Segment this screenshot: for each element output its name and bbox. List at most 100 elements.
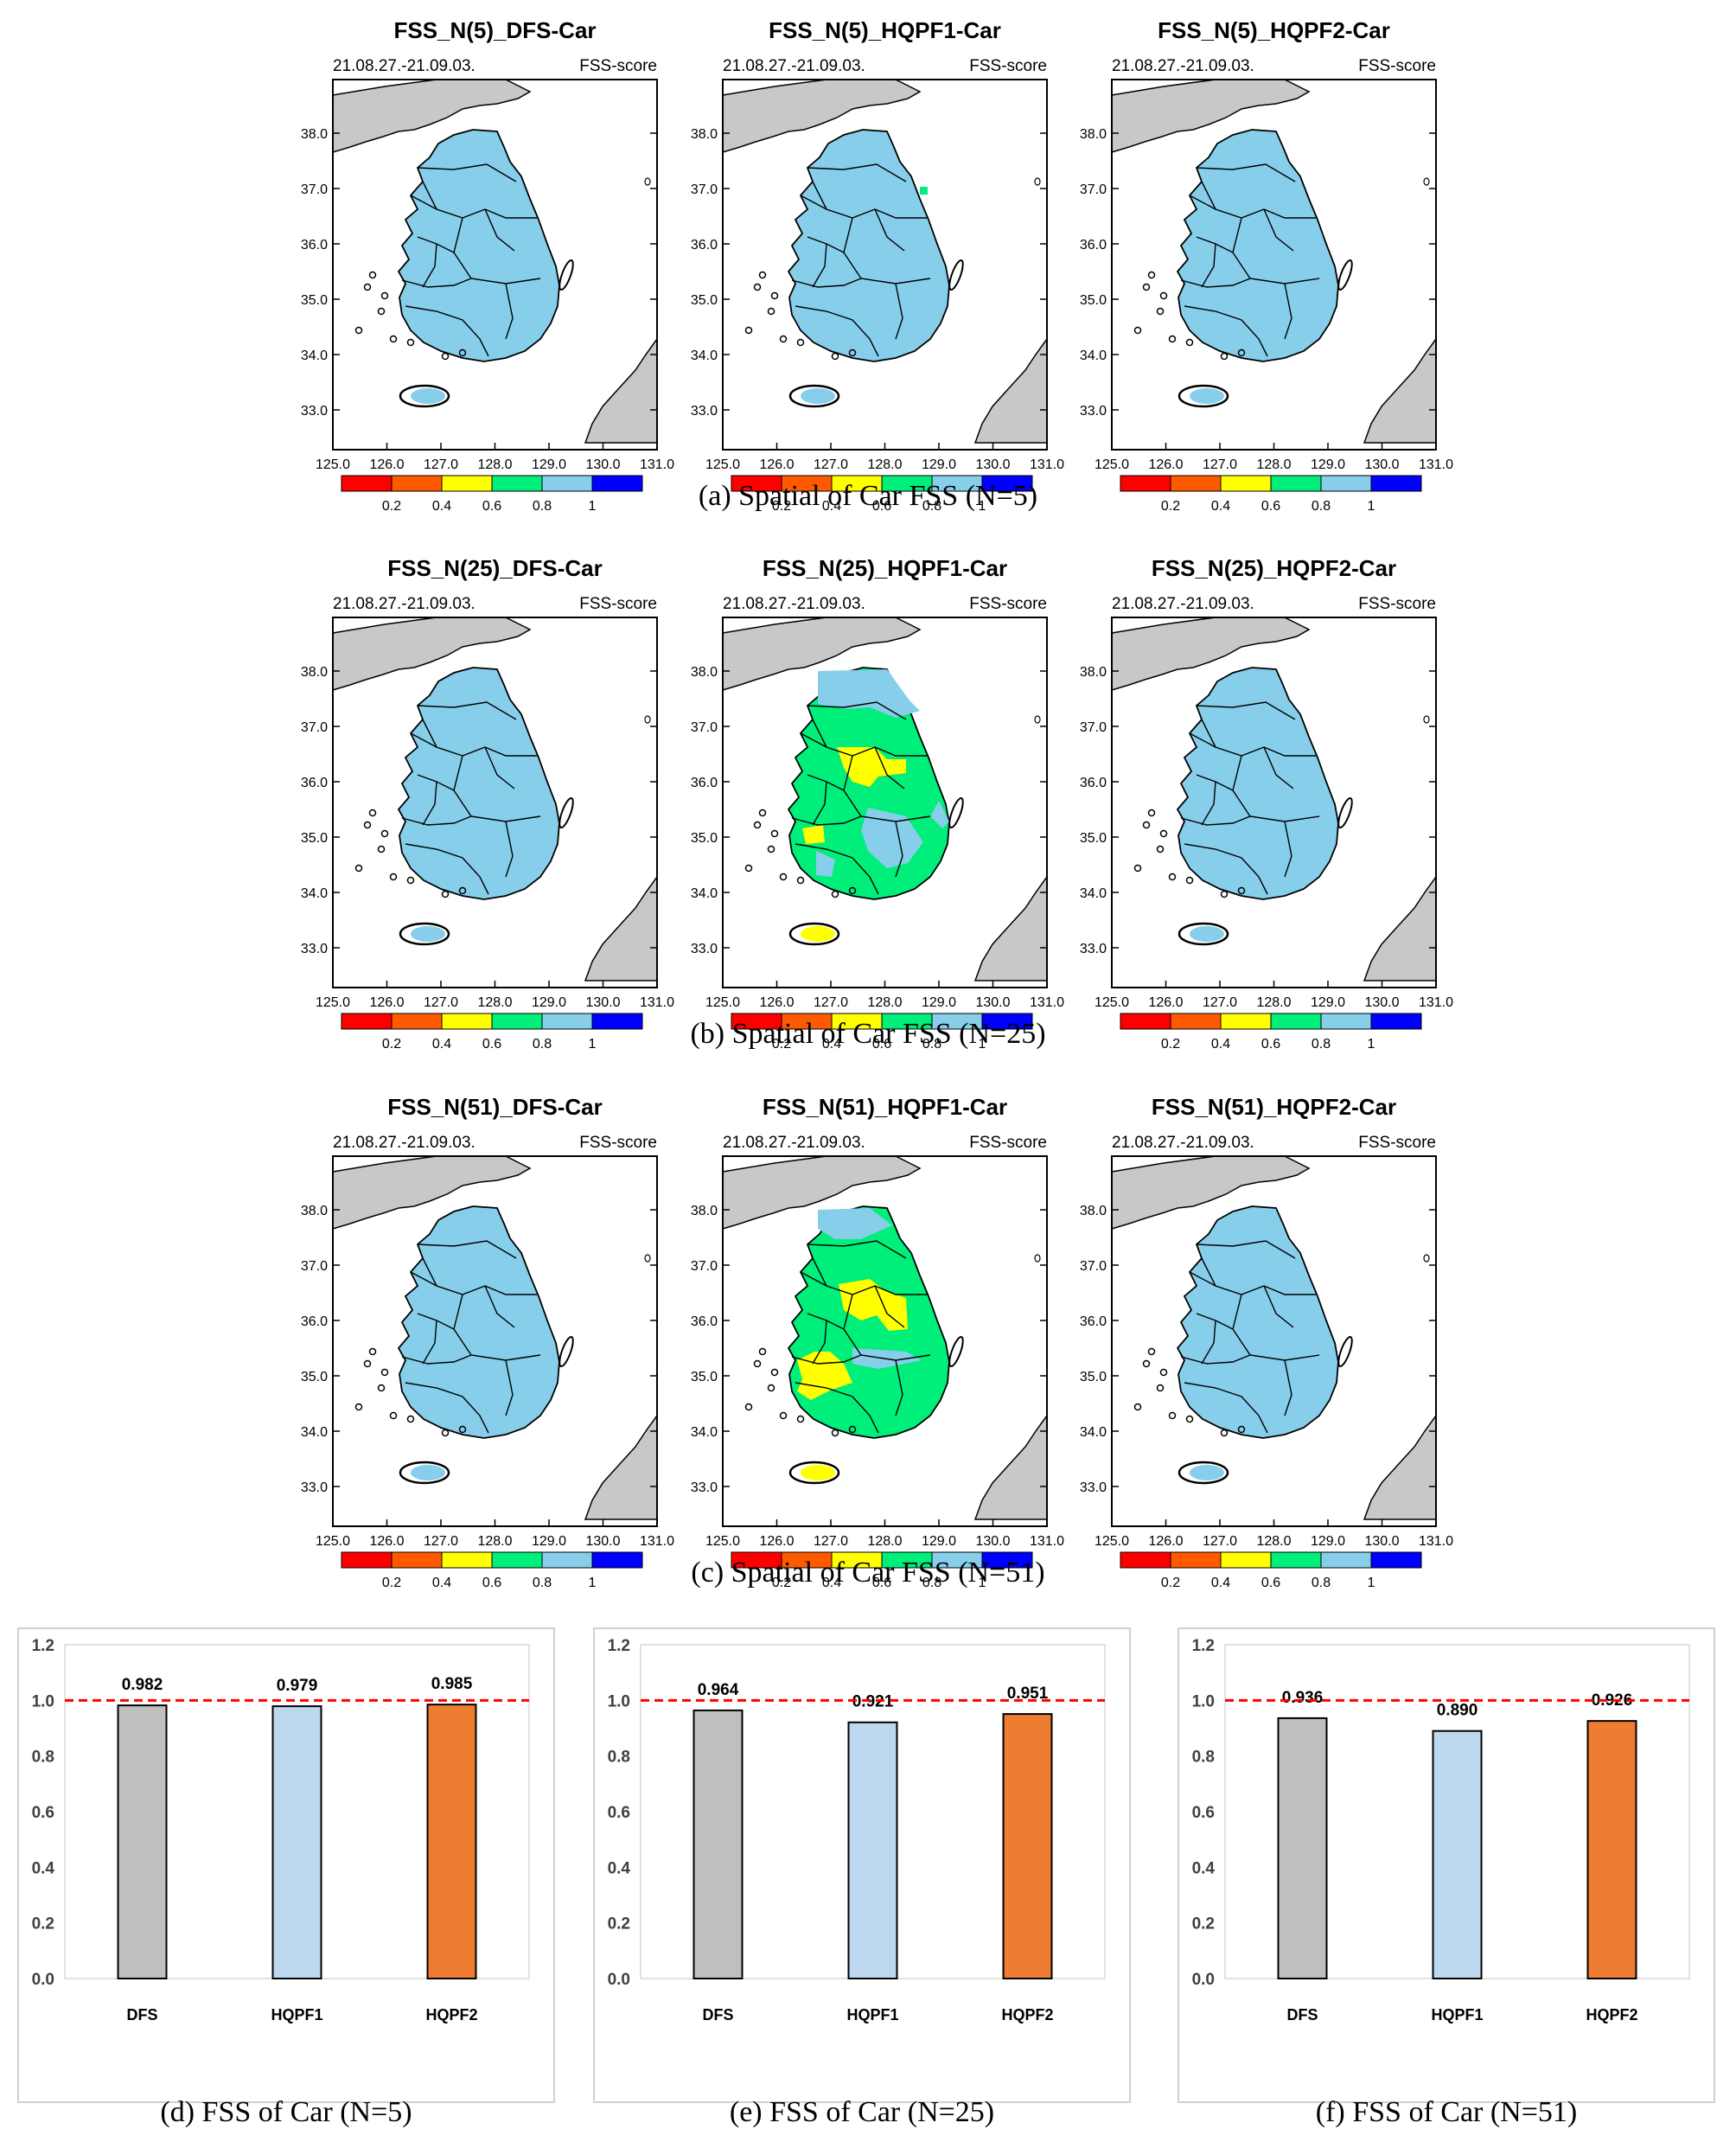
bar-dfs (117, 1704, 168, 1980)
lon-tick-label: 129.0 (532, 995, 566, 1010)
fss-patch (837, 747, 906, 787)
lon-tick-label: 131.0 (1030, 995, 1064, 1010)
map-score-label: FSS-score (1358, 595, 1436, 613)
colorbar-label: 0.8 (533, 1576, 552, 1590)
korea-fss-field (397, 667, 560, 900)
map-score-label: FSS-score (969, 57, 1047, 75)
x-category-label: DFS (127, 2006, 158, 2024)
colorbar-label: 0.2 (1161, 1576, 1180, 1590)
colorbar-label: 0.4 (432, 499, 451, 514)
map-score-label: FSS-score (579, 595, 657, 613)
colorbar-label: 0.6 (482, 1576, 501, 1590)
y-tick-label: 0.6 (608, 1804, 630, 1822)
colorbar-label: 1 (979, 1037, 986, 1052)
colorbar-label: 0.8 (1312, 1576, 1331, 1590)
lat-tick-label: 34.0 (1080, 1425, 1107, 1440)
lon-tick-label: 127.0 (814, 1534, 848, 1549)
lat-tick-label: 33.0 (691, 1480, 718, 1495)
map-area (332, 79, 658, 451)
lon-tick-label: 127.0 (424, 995, 458, 1010)
lon-tick-label: 127.0 (424, 457, 458, 472)
korea-fss-field (397, 129, 560, 362)
lon-tick-label: 128.0 (1256, 995, 1291, 1010)
bar-chart: 0.0 0.2 0.4 0.6 0.8 1.0 1.2 0.936 DFS 0.890 HQPF1 0… (1178, 1627, 1715, 2103)
colorbar-label: 0.6 (482, 499, 501, 514)
colorbar-label: 0.8 (1312, 1037, 1331, 1052)
y-tick-label: 0.2 (32, 1915, 54, 1934)
map-panel: FSS_N(25)_HQPF2-Car 21.08.27.-21.09.03. FS… (1080, 555, 1453, 1052)
map-panel: FSS_N(5)_DFS-Car 21.08.27.-21.09.03. FSS-s… (301, 17, 674, 514)
lat-tick-label: 35.0 (691, 831, 718, 846)
map-panel: FSS_N(25)_HQPF1-Car 21.08.27.-21.09.03. FS… (691, 555, 1064, 1052)
lon-tick-label: 125.0 (1095, 1534, 1129, 1549)
bar-value-label: 0.979 (277, 1677, 318, 1695)
colorbar-label: 0.2 (1161, 499, 1180, 514)
fss-patch (818, 669, 920, 718)
land-japan (1363, 1413, 1437, 1520)
lat-tick-label: 34.0 (301, 348, 328, 363)
bar-dfs (692, 1709, 744, 1979)
lon-tick-label: 126.0 (369, 457, 404, 472)
lat-tick-label: 38.0 (691, 1204, 718, 1218)
y-tick-label: 0.6 (32, 1804, 54, 1822)
land-japan (1363, 336, 1437, 444)
colorbar-cell (1370, 1013, 1422, 1030)
lat-tick-label: 36.0 (691, 1314, 718, 1329)
map-title: FSS_N(25)_DFS-Car (387, 555, 603, 581)
map-area (332, 617, 658, 988)
lat-tick-label: 33.0 (301, 1480, 328, 1495)
lon-tick-label: 125.0 (316, 457, 350, 472)
lat-tick-label: 35.0 (301, 1370, 328, 1384)
colorbar-label: 0.6 (1261, 1037, 1280, 1052)
map-title: FSS_N(51)_HQPF2-Car (1152, 1094, 1396, 1120)
map-title: FSS_N(51)_HQPF1-Car (763, 1094, 1007, 1120)
map-date: 21.08.27.-21.09.03. (723, 1134, 865, 1152)
x-category-label: DFS (703, 2006, 734, 2024)
lon-tick-label: 126.0 (759, 995, 794, 1010)
map-score-label: FSS-score (579, 57, 657, 75)
lon-tick-label: 129.0 (1311, 457, 1345, 472)
land-japan (584, 1413, 658, 1520)
colorbar-label: 1 (589, 1037, 597, 1052)
colorbar-label: 1 (979, 1576, 986, 1590)
lon-tick-label: 130.0 (975, 1534, 1010, 1549)
lon-tick-label: 129.0 (922, 1534, 956, 1549)
y-tick-label: 0.0 (1192, 1971, 1215, 1989)
lon-tick-label: 127.0 (814, 457, 848, 472)
row-caption: (a) Spatial of Car FSS (N=5) (698, 480, 1038, 512)
bar-hqpf1 (271, 1705, 322, 1979)
y-tick-label: 0.0 (608, 1971, 630, 1989)
colorbar-label: 0.6 (482, 1037, 501, 1052)
lon-tick-label: 126.0 (369, 995, 404, 1010)
colorbar-label: 0.4 (432, 1576, 451, 1590)
lon-tick-label: 128.0 (867, 995, 902, 1010)
y-tick-label: 1.0 (32, 1692, 54, 1710)
y-tick-label: 0.4 (608, 1859, 631, 1877)
lat-tick-label: 37.0 (301, 1259, 328, 1274)
lon-tick-label: 130.0 (975, 457, 1010, 472)
lat-tick-label: 37.0 (691, 1259, 718, 1274)
lon-tick-label: 128.0 (867, 457, 902, 472)
lat-tick-label: 33.0 (301, 942, 328, 956)
lon-tick-label: 131.0 (1419, 457, 1453, 472)
map-area (722, 617, 1048, 988)
map-date: 21.08.27.-21.09.03. (333, 57, 475, 75)
x-category-label: HQPF1 (271, 2006, 322, 2024)
korea-fss-field (1176, 1205, 1339, 1439)
colorbar-label: 0.2 (382, 1037, 401, 1052)
lon-tick-label: 126.0 (369, 1534, 404, 1549)
map-area (332, 1155, 658, 1527)
lon-tick-label: 131.0 (640, 995, 674, 1010)
lat-tick-label: 38.0 (1080, 127, 1107, 142)
lat-tick-label: 37.0 (301, 720, 328, 735)
fss-patch (802, 825, 825, 844)
lon-tick-label: 129.0 (1311, 1534, 1345, 1549)
colorbar-label: 0.2 (772, 499, 791, 514)
land-japan (973, 874, 1048, 981)
colorbar-cell (981, 475, 1033, 492)
map-area (1111, 1155, 1437, 1527)
colorbar-label: 0.6 (1261, 499, 1280, 514)
lon-tick-label: 126.0 (1148, 995, 1183, 1010)
lat-tick-label: 36.0 (301, 1314, 328, 1329)
land-japan (973, 336, 1048, 444)
